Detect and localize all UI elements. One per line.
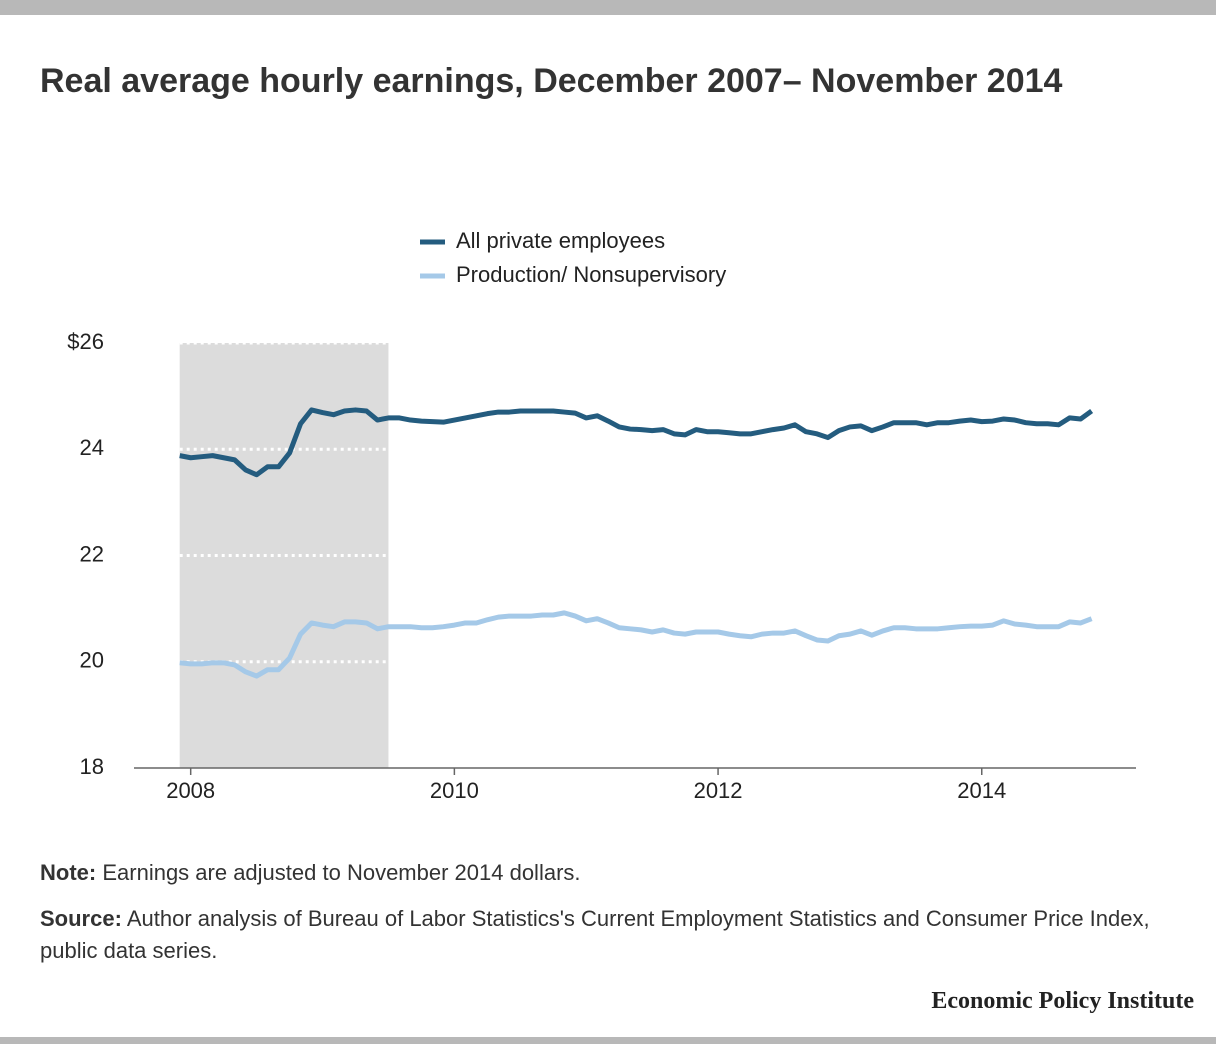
- source-text: Author analysis of Bureau of Labor Stati…: [40, 906, 1150, 963]
- x-tick-label: 2008: [166, 778, 215, 803]
- source: Source: Author analysis of Bureau of Lab…: [40, 903, 1180, 967]
- source-label: Source:: [40, 906, 122, 931]
- note-label: Note:: [40, 860, 97, 885]
- y-tick-label: 18: [80, 754, 104, 779]
- bottom-bar: [0, 1037, 1216, 1044]
- brand: Economic Policy Institute: [931, 988, 1194, 1014]
- y-tick-label: 22: [80, 541, 104, 566]
- legend-label: All private employees: [456, 228, 665, 253]
- legend-label: Production/ Nonsupervisory: [456, 262, 726, 287]
- note-text: Earnings are adjusted to November 2014 d…: [102, 860, 581, 885]
- series-line: [179, 610, 1093, 679]
- x-tick-label: 2014: [957, 778, 1006, 803]
- x-tick-label: 2010: [430, 778, 479, 803]
- y-tick-label: $26: [67, 329, 104, 354]
- series-line: [179, 407, 1094, 478]
- chart-title: Real average hourly earnings, December 2…: [40, 62, 1063, 100]
- note: Note: Earnings are adjusted to November …: [40, 857, 1180, 889]
- y-tick-label: 20: [80, 648, 104, 673]
- top-bar: [0, 0, 1216, 15]
- x-tick-label: 2012: [694, 778, 743, 803]
- recession-shade: [179, 343, 389, 768]
- y-tick-label: 24: [80, 435, 104, 460]
